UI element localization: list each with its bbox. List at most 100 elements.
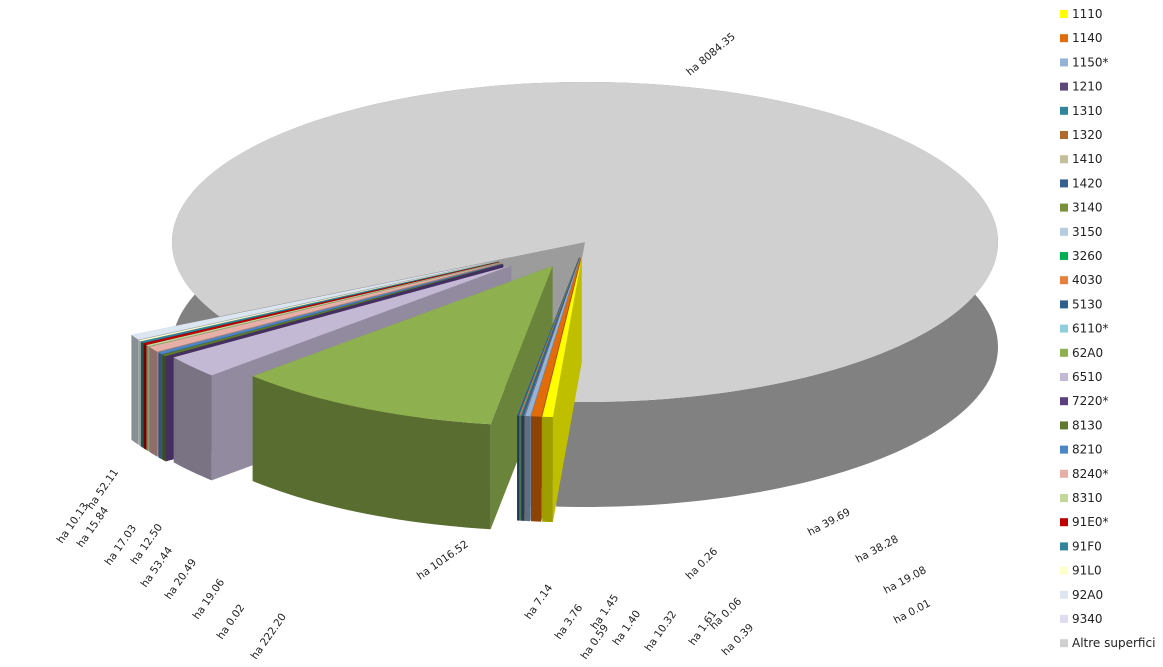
slice-outer-wall — [140, 341, 144, 448]
legend-label-8310: 8310 — [1072, 491, 1103, 505]
legend-label-1310: 1310 — [1072, 104, 1103, 118]
legend-label-7220-star: 7220* — [1072, 394, 1109, 408]
data-label-1420: ha 10.32 — [643, 609, 680, 654]
data-label-altre-superfici: ha 8084.35 — [684, 31, 738, 79]
legend-swatch-91f0 — [1060, 542, 1068, 551]
slice-top — [165, 264, 504, 357]
slice-outer-wall — [162, 354, 166, 462]
slice-top — [173, 265, 512, 376]
legend-label-1420: 1420 — [1072, 176, 1103, 190]
legend-label-91e0-star: 91E0* — [1072, 515, 1109, 529]
slice-top — [140, 261, 499, 343]
slice-top — [252, 266, 553, 425]
slice-top — [520, 257, 580, 416]
legend-swatch-8130 — [1060, 421, 1068, 430]
legend-label-3140: 3140 — [1072, 201, 1103, 215]
legend-label-3260: 3260 — [1072, 249, 1103, 263]
legend-label-91f0: 91F0 — [1072, 539, 1102, 553]
data-label-6510: ha 222.20 — [249, 611, 289, 661]
data-label-62a0: ha 1016.52 — [415, 538, 471, 582]
legend-label-6110-star: 6110* — [1072, 322, 1109, 336]
legend-label-9340: 9340 — [1072, 612, 1103, 626]
slice-top — [517, 257, 580, 416]
legend-label-8130: 8130 — [1072, 418, 1103, 432]
legend-swatch-1150-star — [1060, 58, 1068, 67]
data-label-5130: ha 7.14 — [523, 582, 556, 622]
legend-swatch-1210 — [1060, 82, 1068, 91]
slice-62a0 — [252, 266, 553, 530]
legend-swatch-8310 — [1060, 494, 1068, 502]
slice-outer-wall — [525, 415, 531, 522]
legend-swatch-5130 — [1060, 300, 1068, 309]
slice-top — [531, 257, 581, 417]
legend-label-8210: 8210 — [1072, 443, 1103, 457]
legend-label-91l0: 91L0 — [1072, 564, 1102, 578]
data-label-8130: ha 19.06 — [191, 576, 228, 621]
legend-swatch-62a0 — [1060, 348, 1068, 357]
legend-swatch-4030 — [1060, 276, 1068, 285]
data-label-1210: ha 0.01 — [892, 597, 933, 626]
legend-swatch-8240-star — [1060, 469, 1068, 478]
slice-outer-wall — [131, 334, 139, 445]
data-label-1150-star: ha 19.08 — [882, 564, 929, 596]
legend-swatch-7220-star — [1060, 397, 1068, 406]
pie-slices — [131, 82, 998, 530]
data-label-4030: ha 3.76 — [553, 602, 586, 642]
legend-swatch-9340 — [1060, 615, 1068, 623]
data-label-92a0: ha 52.11 — [85, 467, 122, 512]
legend-swatch-1420 — [1060, 179, 1068, 188]
data-label-1110: ha 39.69 — [806, 506, 853, 538]
data-label-3140: ha 1.40 — [611, 608, 644, 647]
legend-swatch-1320 — [1060, 131, 1068, 139]
slice-top — [143, 261, 500, 345]
legend-label-8240-star: 8240* — [1072, 467, 1109, 481]
legend-swatch-91e0-star — [1060, 518, 1068, 527]
slice-outer-wall — [531, 416, 542, 522]
slice-top — [149, 262, 501, 352]
slice-top — [521, 257, 580, 416]
slice-top — [172, 82, 998, 402]
legend-label-1110: 1110 — [1072, 7, 1103, 21]
slice-outer-wall — [517, 415, 520, 521]
legend-label-1140: 1140 — [1072, 31, 1103, 45]
legend-label-92a0: 92A0 — [1072, 588, 1103, 602]
slice-outer-wall — [139, 340, 141, 447]
slice-top — [524, 257, 580, 416]
slice-1110 — [542, 257, 582, 523]
legend-swatch-6510 — [1060, 373, 1068, 381]
legend-label-1210: 1210 — [1072, 80, 1103, 94]
slice-top — [139, 261, 499, 342]
slice-outer-wall — [146, 345, 149, 452]
slice-outer-wall — [542, 416, 553, 523]
legend-swatch-1410 — [1060, 155, 1068, 164]
slice-top — [520, 257, 580, 416]
data-label-8210: ha 20.49 — [163, 557, 200, 602]
slice-outer-wall — [521, 415, 525, 521]
legend-label-6510: 6510 — [1072, 370, 1103, 384]
legend-swatch-91l0 — [1060, 566, 1068, 575]
legend-label-5130: 5130 — [1072, 297, 1103, 311]
slice-outer-wall — [173, 357, 212, 481]
slice-outer-wall — [158, 352, 162, 460]
legend-swatch-3150 — [1060, 227, 1068, 236]
slice-top — [524, 257, 580, 416]
legend-swatch-1310 — [1060, 106, 1068, 115]
slice-outer-wall — [149, 346, 158, 457]
slice-top — [520, 257, 580, 416]
slice-top — [158, 263, 503, 355]
legend-swatch-1110 — [1060, 10, 1068, 18]
legend-swatch-8210 — [1060, 445, 1068, 454]
slice-top — [162, 264, 503, 357]
legend-label-62a0: 62A0 — [1072, 346, 1103, 360]
slice-top — [517, 257, 580, 416]
legend: 1110 1140 1150* 1210 1310 1320 1410 1420 3140 315… — [1060, 7, 1155, 650]
legend-swatch-altre-superfici — [1060, 639, 1068, 648]
legend-label-altre-superfici: Altre superfici — [1072, 636, 1155, 650]
legend-swatch-92a0 — [1060, 590, 1068, 599]
data-label-7220-star: ha 0.02 — [215, 602, 248, 641]
data-label-1140: ha 38.28 — [854, 533, 901, 565]
slice-top — [524, 257, 580, 416]
slice-top — [542, 257, 582, 418]
legend-label-1320: 1320 — [1072, 128, 1103, 142]
